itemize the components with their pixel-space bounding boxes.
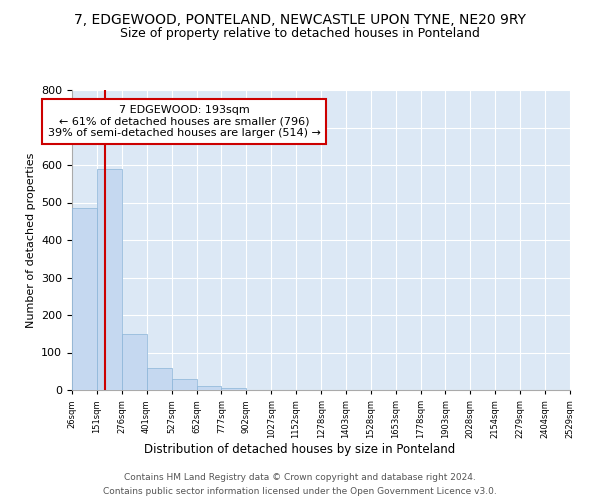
Text: Contains public sector information licensed under the Open Government Licence v3: Contains public sector information licen… [103, 488, 497, 496]
Bar [72, 208, 97, 390]
Bar [122, 334, 146, 390]
Bar [197, 386, 221, 390]
Y-axis label: Number of detached properties: Number of detached properties [26, 152, 35, 328]
Bar [97, 169, 122, 390]
Bar [172, 379, 197, 390]
Text: Contains HM Land Registry data © Crown copyright and database right 2024.: Contains HM Land Registry data © Crown c… [124, 472, 476, 482]
Text: Size of property relative to detached houses in Ponteland: Size of property relative to detached ho… [120, 28, 480, 40]
Text: Distribution of detached houses by size in Ponteland: Distribution of detached houses by size … [145, 442, 455, 456]
Bar [221, 388, 246, 390]
Text: 7 EDGEWOOD: 193sqm
← 61% of detached houses are smaller (796)
39% of semi-detach: 7 EDGEWOOD: 193sqm ← 61% of detached hou… [47, 105, 320, 138]
Bar [146, 368, 172, 390]
Text: 7, EDGEWOOD, PONTELAND, NEWCASTLE UPON TYNE, NE20 9RY: 7, EDGEWOOD, PONTELAND, NEWCASTLE UPON T… [74, 12, 526, 26]
